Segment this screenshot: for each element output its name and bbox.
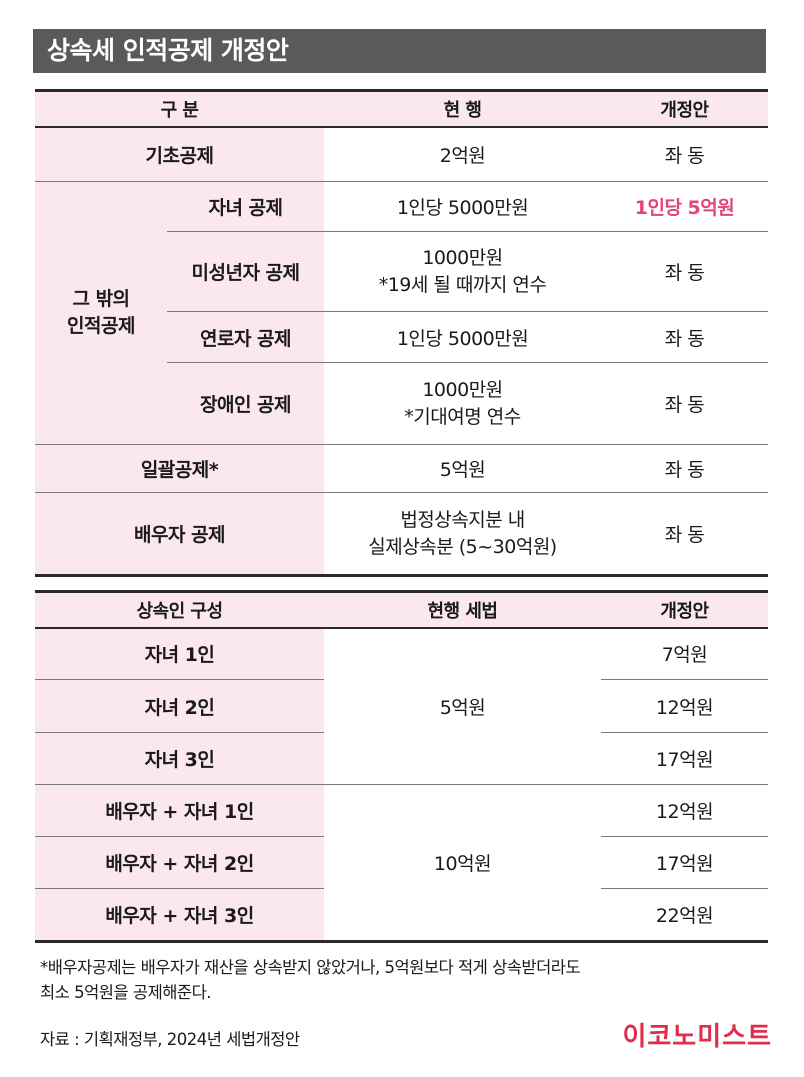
cell-proposed: 좌 동 (601, 492, 769, 577)
row-label: 배우자 + 자녀 3인 (35, 888, 324, 943)
footnote: *배우자공제는 배우자가 재산을 상속받지 않았거나, 5억원보다 적게 상속받… (40, 958, 581, 1002)
row-label-spouse: 배우자 공제 (35, 492, 325, 577)
cell-proposed: 좌 동 (601, 311, 769, 363)
row-label: 자녀 3인 (35, 732, 324, 785)
group-label-other: 그 밖의 인적공제 (35, 181, 167, 445)
deduction-table: 구 분 현 행 개정안 기초공제 2억원 좌 동 그 밖의 인적공제 자녀 공제… (35, 89, 769, 577)
header-proposed: 개정안 (601, 590, 768, 629)
page-title: 상속세 인적공제 개정안 (33, 29, 766, 73)
cell-proposed: 17억원 (601, 732, 768, 785)
cell-proposed: 17억원 (601, 836, 768, 889)
cell-current-group2: 10억원 (324, 784, 601, 943)
cell-proposed: 12억원 (601, 784, 768, 837)
cell-current: 1인당 5000만원 (324, 181, 602, 232)
header-proposed: 개정안 (601, 89, 769, 128)
cell-current: 법정상속지분 내 실제상속분 (5~30억원) (324, 492, 602, 577)
cell-proposed: 7억원 (601, 627, 768, 680)
cell-current: 2억원 (324, 126, 602, 182)
cell-current-group1: 5억원 (324, 627, 601, 785)
row-label: 자녀 1인 (35, 627, 324, 680)
cell-current: 1인당 5000만원 (324, 311, 602, 363)
cell-proposed: 좌 동 (601, 126, 769, 182)
row-label: 배우자 + 자녀 2인 (35, 836, 324, 889)
cell-current: 5억원 (324, 444, 602, 493)
row-label: 장애인 공제 (167, 362, 325, 445)
row-label-lump: 일괄공제* (35, 444, 325, 493)
row-label: 배우자 + 자녀 1인 (35, 784, 324, 837)
header-current-law: 현행 세법 (324, 590, 601, 629)
row-label: 연로자 공제 (167, 311, 325, 363)
header-heirs: 상속인 구성 (35, 590, 324, 629)
cell-proposed: 12억원 (601, 679, 768, 733)
cell-proposed: 22억원 (601, 888, 768, 943)
source-note: 자료 : 기획재정부, 2024년 세법개정안 (40, 1030, 300, 1049)
cell-current: 1000만원 *기대여명 연수 (324, 362, 602, 445)
row-label-basic: 기초공제 (35, 126, 325, 182)
cell-proposed: 좌 동 (601, 231, 769, 312)
row-label: 자녀 공제 (167, 181, 325, 232)
row-label: 미성년자 공제 (167, 231, 325, 312)
heir-table: 상속인 구성 현행 세법 개정안 자녀 1인 5억원 7억원 자녀 2인 12억… (35, 590, 768, 943)
header-category: 구 분 (35, 89, 325, 128)
header-current: 현 행 (324, 89, 602, 128)
row-label: 자녀 2인 (35, 679, 324, 733)
cell-proposed: 좌 동 (601, 444, 769, 493)
brand-logo: 이코노미스트 (622, 1022, 772, 1052)
cell-proposed: 좌 동 (601, 362, 769, 445)
cell-current: 1000만원 *19세 될 때까지 연수 (324, 231, 602, 312)
cell-proposed-highlight: 1인당 5억원 (601, 181, 769, 232)
